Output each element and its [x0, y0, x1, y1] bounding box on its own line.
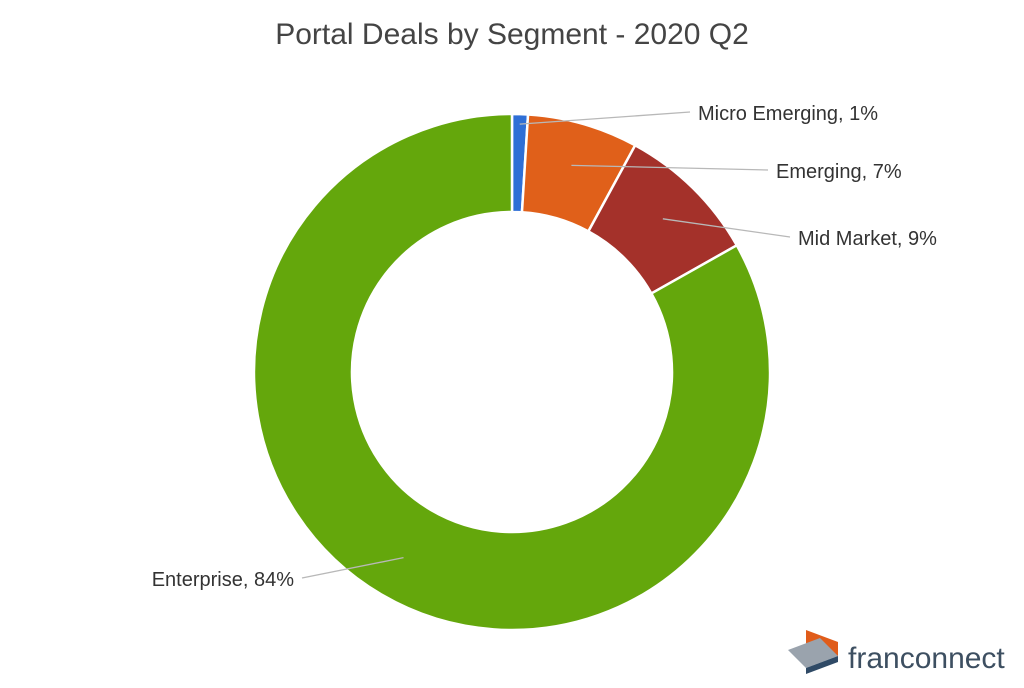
- franconnect-logo: franconnect: [788, 630, 1005, 675]
- label-micro-emerging: Micro Emerging, 1%: [698, 103, 878, 125]
- label-emerging: Emerging, 7%: [776, 161, 902, 183]
- leader-line-enterprise: [301, 556, 404, 579]
- franconnect-logo-text: franconnect: [848, 642, 1005, 675]
- leader-line-micro-emerging: [519, 111, 691, 125]
- slices-layer: [252, 112, 772, 632]
- chart-title: Portal Deals by Segment - 2020 Q2: [275, 18, 749, 51]
- labels-layer: Micro Emerging, 1% Emerging, 7% Mid Market…: [152, 103, 937, 591]
- label-enterprise: Enterprise, 84%: [152, 569, 295, 591]
- label-mid-market: Mid Market, 9%: [798, 228, 937, 250]
- leader-line-mid-market: [662, 218, 791, 238]
- franconnect-logo-mark: [788, 630, 838, 674]
- leader-line-emerging: [571, 164, 769, 171]
- slice-enterprise: [252, 112, 772, 632]
